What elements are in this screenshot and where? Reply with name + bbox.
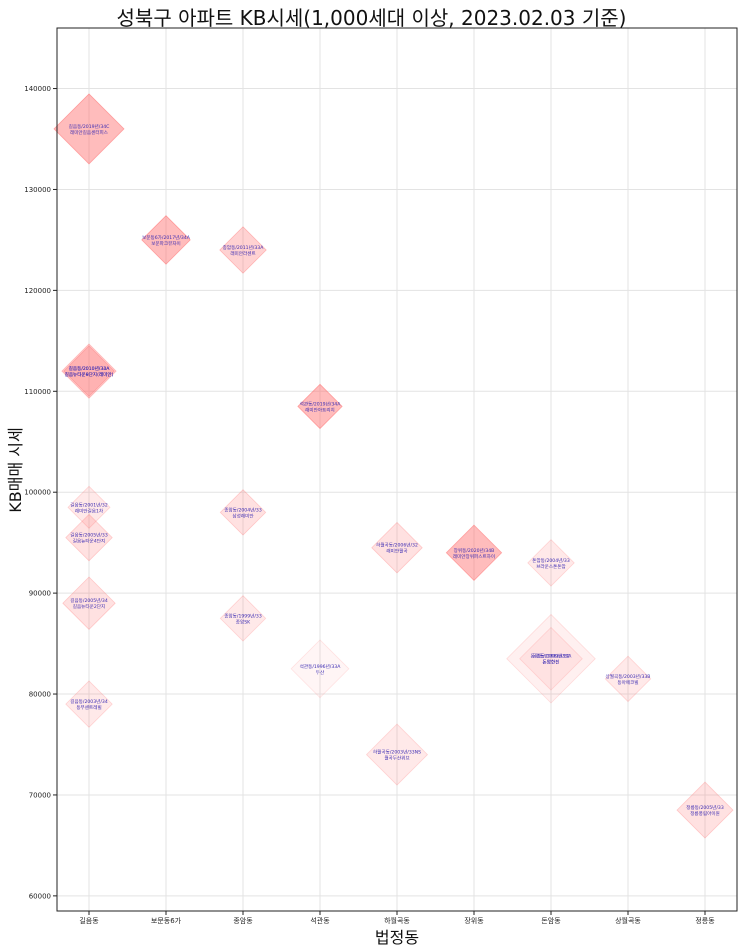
x-tick-label: 상월곡동 [615, 916, 641, 925]
x-tick-label: 보문동6가 [151, 916, 182, 925]
point-label: 돈암한진 [543, 659, 560, 666]
point-label: 석관동/1996년/33A [300, 663, 342, 670]
data-points [53, 93, 734, 839]
point-label: 돈암동/1998년/33A [531, 653, 573, 660]
x-tick-label: 장위동 [464, 916, 484, 925]
data-point [371, 521, 423, 574]
point-label: 길음뉴타운8단지(래미안) [65, 371, 114, 378]
x-tick-label: 정릉동 [695, 916, 715, 925]
point-label: 월곡두산위브 [384, 755, 409, 762]
point-label: 돈암한신 [543, 659, 560, 666]
data-point [65, 513, 113, 562]
data-point [519, 626, 583, 691]
point-label: 종암동/2004년/33 [224, 506, 262, 513]
point-label: 상월곡동/2003년/33B [606, 673, 651, 680]
data-point [62, 576, 116, 630]
point-label: 길음동/2010년/34A [69, 365, 111, 372]
point-label: 석관동/2019년/34A [300, 400, 342, 407]
data-point [63, 345, 115, 397]
point-label: 두산 [316, 669, 325, 676]
y-tick-label: 90000 [29, 590, 51, 598]
x-ticks: 길음동 보문동6가 종암동 석관동 하월곡동 장위동 돈암동 상월곡동 정릉동 [79, 911, 715, 925]
data-point [141, 215, 191, 265]
x-tick-label: 석관동 [310, 916, 330, 925]
y-tick-label: 80000 [29, 691, 51, 699]
point-label: 길음동/2005년/34 [70, 597, 108, 604]
point-label: 정릉동/2005년/33 [686, 804, 724, 811]
point-label: 길음뉴타운2단지 [73, 603, 106, 610]
point-label: 길음동/2003년/34 [70, 698, 108, 705]
point-label: 하월곡동/2006년/32 [376, 542, 418, 549]
data-point [219, 595, 267, 642]
point-label: 래미안길음센터피스 [70, 129, 108, 136]
grid-lines [57, 28, 737, 911]
data-point [506, 613, 596, 704]
y-tick-label: 140000 [24, 85, 51, 93]
x-axis-label: 법정동 [374, 928, 420, 947]
point-label: 길음뉴타운4단지 [73, 538, 106, 545]
point-labels: 길음동/2019년/34C래미안길음센터피스보문동6가/2017년/34A보문파… [65, 123, 724, 817]
point-label: 래미안아트리치 [305, 406, 335, 413]
point-label: 길음동/2010년/33A [69, 365, 111, 372]
point-label: 돈암동/1999년/32 [532, 653, 570, 660]
x-tick-label: 하월곡동 [384, 916, 410, 925]
point-label: 하월곡동/2003년/33NS [373, 749, 421, 756]
x-tick-label: 종암동 [233, 917, 253, 925]
point-label: 동아에코빌 [617, 679, 638, 686]
point-label: 종암동/1999년/33 [224, 612, 262, 619]
data-point [365, 723, 429, 786]
data-point [61, 343, 117, 399]
point-label: 래미안장위퍼스트하이 [453, 553, 495, 560]
data-point [290, 639, 350, 699]
data-point [65, 680, 113, 728]
point-label: 보문동6가/2017년/34A [142, 234, 191, 241]
data-point [219, 226, 267, 274]
point-label: 래미안라센트 [230, 250, 255, 257]
data-point [445, 524, 503, 581]
point-label: 정릉풍림아이원 [690, 810, 720, 817]
y-tick-label: 120000 [24, 287, 51, 295]
point-label: 래미안길음1차 [75, 507, 104, 514]
data-point [53, 93, 125, 165]
y-tick-label: 130000 [24, 186, 51, 194]
y-tick-label: 100000 [24, 489, 51, 497]
data-point [604, 655, 652, 703]
point-label: 브라운스톤돈암 [536, 563, 566, 570]
point-label: 길음동/2005년/33 [70, 532, 108, 539]
point-label: 돈암동/2004년/33 [532, 557, 570, 564]
data-point [676, 781, 734, 839]
y-ticks: 60000 70000 80000 90000 100000 110000 120000 13… [24, 85, 57, 900]
point-label: 길음동/2019년/34C [69, 123, 110, 130]
point-label: 길음동/2001년/32 [70, 501, 108, 508]
point-label: 종암SK [236, 618, 251, 625]
data-point [527, 539, 575, 587]
point-label: 삼성래미안 [232, 512, 254, 519]
point-label: 종암동/2011년/33A [223, 244, 265, 251]
point-label: 장위동/2020년/34B [454, 547, 495, 554]
y-tick-label: 70000 [29, 791, 51, 799]
x-tick-label: 돈암동 [541, 917, 561, 925]
y-tick-label: 110000 [24, 388, 51, 396]
x-tick-label: 길음동 [79, 917, 99, 925]
point-label: 래미안월곡 [386, 548, 407, 555]
data-point [297, 383, 343, 430]
point-label: 보문파크뷰자이 [151, 240, 181, 247]
data-point [219, 489, 267, 536]
point-label: 길음뉴타운9단지(래미안) [65, 371, 114, 378]
y-tick-label: 60000 [29, 892, 51, 900]
chart-title: 성북구 아파트 KB시세(1,000세대 이상, 2023.02.03 기준) [116, 6, 627, 30]
data-point [67, 485, 111, 529]
point-label: 동부센트레빌 [76, 704, 101, 711]
